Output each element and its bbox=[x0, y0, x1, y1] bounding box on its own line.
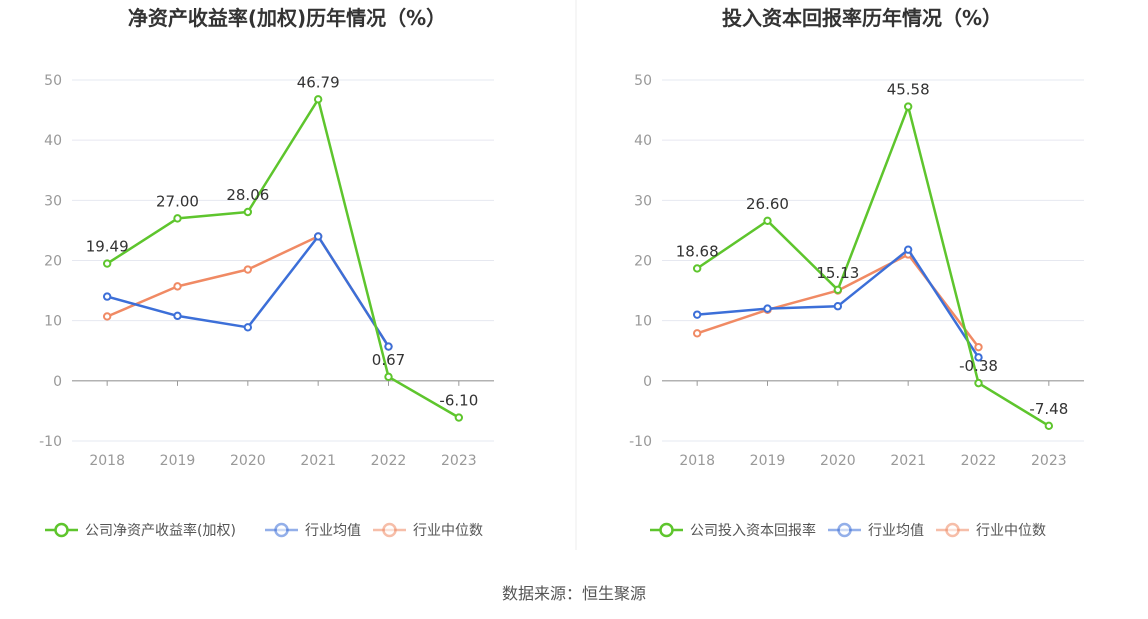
data-point bbox=[833, 302, 843, 311]
data-point bbox=[102, 259, 112, 268]
data-point bbox=[384, 372, 393, 382]
data-point bbox=[313, 232, 323, 241]
data-point bbox=[102, 312, 112, 321]
legend-label: 行业中位数 bbox=[976, 523, 1046, 539]
chart-title: 投入资本回报率历年情况（%） bbox=[722, 6, 1002, 30]
data-point bbox=[974, 342, 983, 352]
legend-item: 行业均值 bbox=[828, 522, 924, 539]
legend-swatch-marker bbox=[837, 522, 852, 538]
data-source-note: 数据来源：恒生聚源 bbox=[501, 584, 646, 603]
legend-swatch-marker bbox=[382, 522, 397, 538]
data-label: -0.38 bbox=[959, 357, 998, 375]
legend-item: 行业中位数 bbox=[373, 522, 483, 539]
legend-item: 行业中位数 bbox=[936, 522, 1046, 539]
data-point bbox=[313, 95, 323, 104]
data-label: 26.60 bbox=[746, 195, 789, 213]
y-tick-label: 50 bbox=[44, 73, 62, 89]
series-line bbox=[106, 98, 460, 419]
data-point bbox=[243, 323, 253, 332]
data-label: 15.13 bbox=[816, 264, 859, 282]
data-point bbox=[384, 342, 393, 351]
legend-label: 公司投入资本回报率 bbox=[690, 522, 816, 539]
data-label: 28.06 bbox=[226, 186, 269, 204]
data-point bbox=[243, 207, 253, 217]
y-tick-label: -10 bbox=[39, 434, 62, 450]
x-tick-label: 2022 bbox=[371, 453, 407, 469]
y-tick-label: 50 bbox=[634, 73, 652, 89]
data-point bbox=[692, 264, 702, 273]
x-tick-label: 2020 bbox=[820, 453, 856, 469]
legend-item: 行业均值 bbox=[265, 522, 361, 539]
legend-swatch-marker bbox=[54, 522, 69, 538]
y-tick-label: -10 bbox=[629, 434, 652, 450]
y-tick-label: 10 bbox=[44, 314, 62, 330]
data-point bbox=[102, 292, 112, 301]
x-tick-label: 2018 bbox=[89, 453, 125, 469]
legend-item: 公司投入资本回报率 bbox=[650, 522, 816, 539]
x-tick-label: 2019 bbox=[750, 453, 786, 469]
y-tick-label: 40 bbox=[634, 133, 652, 149]
data-point bbox=[692, 310, 702, 319]
roic-chart: 投入资本回报率历年情况（%） -10 0 10 20 30 40 50 2018 2019 2020… bbox=[629, 6, 1084, 539]
data-point bbox=[763, 216, 772, 225]
series-line bbox=[696, 105, 1050, 427]
legend-swatch-marker bbox=[274, 522, 289, 538]
legend-swatch-marker bbox=[945, 522, 960, 538]
legend-label: 行业均值 bbox=[305, 523, 361, 539]
y-tick-label: 0 bbox=[643, 374, 652, 390]
data-point bbox=[1044, 421, 1054, 431]
data-point bbox=[692, 329, 702, 338]
legend-item: 公司净资产收益率(加权) bbox=[45, 522, 236, 539]
y-tick-label: 0 bbox=[53, 374, 62, 390]
legend-label: 行业中位数 bbox=[413, 523, 483, 539]
x-tick-label: 2021 bbox=[890, 453, 926, 469]
legend-label: 公司净资产收益率(加权) bbox=[85, 522, 236, 539]
y-tick-label: 30 bbox=[634, 193, 652, 209]
y-tick-label: 20 bbox=[634, 254, 652, 270]
data-point bbox=[974, 378, 983, 388]
data-point bbox=[833, 285, 843, 295]
data-label: 0.67 bbox=[372, 351, 405, 369]
data-point bbox=[974, 353, 983, 362]
roe-chart: 净资产收益率(加权)历年情况（%） -10 0 10 20 30 40 50 2018 2019 2… bbox=[39, 6, 494, 539]
y-tick-label: 10 bbox=[634, 314, 652, 330]
y-tick-label: 40 bbox=[44, 133, 62, 149]
data-point bbox=[763, 304, 772, 313]
x-tick-label: 2018 bbox=[679, 453, 715, 469]
y-tick-label: 30 bbox=[44, 193, 62, 209]
chart-title: 净资产收益率(加权)历年情况（%） bbox=[128, 6, 446, 30]
x-tick-label: 2023 bbox=[441, 453, 477, 469]
legend-swatch-marker bbox=[659, 522, 674, 538]
data-label: 19.49 bbox=[86, 238, 129, 256]
x-tick-label: 2019 bbox=[160, 453, 196, 469]
data-point bbox=[173, 214, 182, 223]
x-tick-label: 2020 bbox=[230, 453, 266, 469]
legend-label: 行业均值 bbox=[868, 523, 924, 539]
data-label: 45.58 bbox=[887, 81, 930, 99]
x-tick-label: 2022 bbox=[961, 453, 997, 469]
x-tick-label: 2021 bbox=[300, 453, 336, 469]
data-point bbox=[173, 282, 182, 291]
data-label: -7.48 bbox=[1029, 400, 1068, 418]
data-point bbox=[903, 102, 913, 111]
data-point bbox=[903, 245, 913, 254]
data-label: 27.00 bbox=[156, 192, 199, 210]
x-tick-label: 2023 bbox=[1031, 453, 1067, 469]
y-tick-label: 20 bbox=[44, 254, 62, 270]
data-point bbox=[173, 311, 182, 321]
data-point bbox=[454, 413, 464, 422]
data-label: 46.79 bbox=[297, 73, 340, 91]
data-label: 18.68 bbox=[676, 242, 719, 260]
data-label: -6.10 bbox=[439, 392, 478, 410]
data-point bbox=[243, 265, 253, 274]
